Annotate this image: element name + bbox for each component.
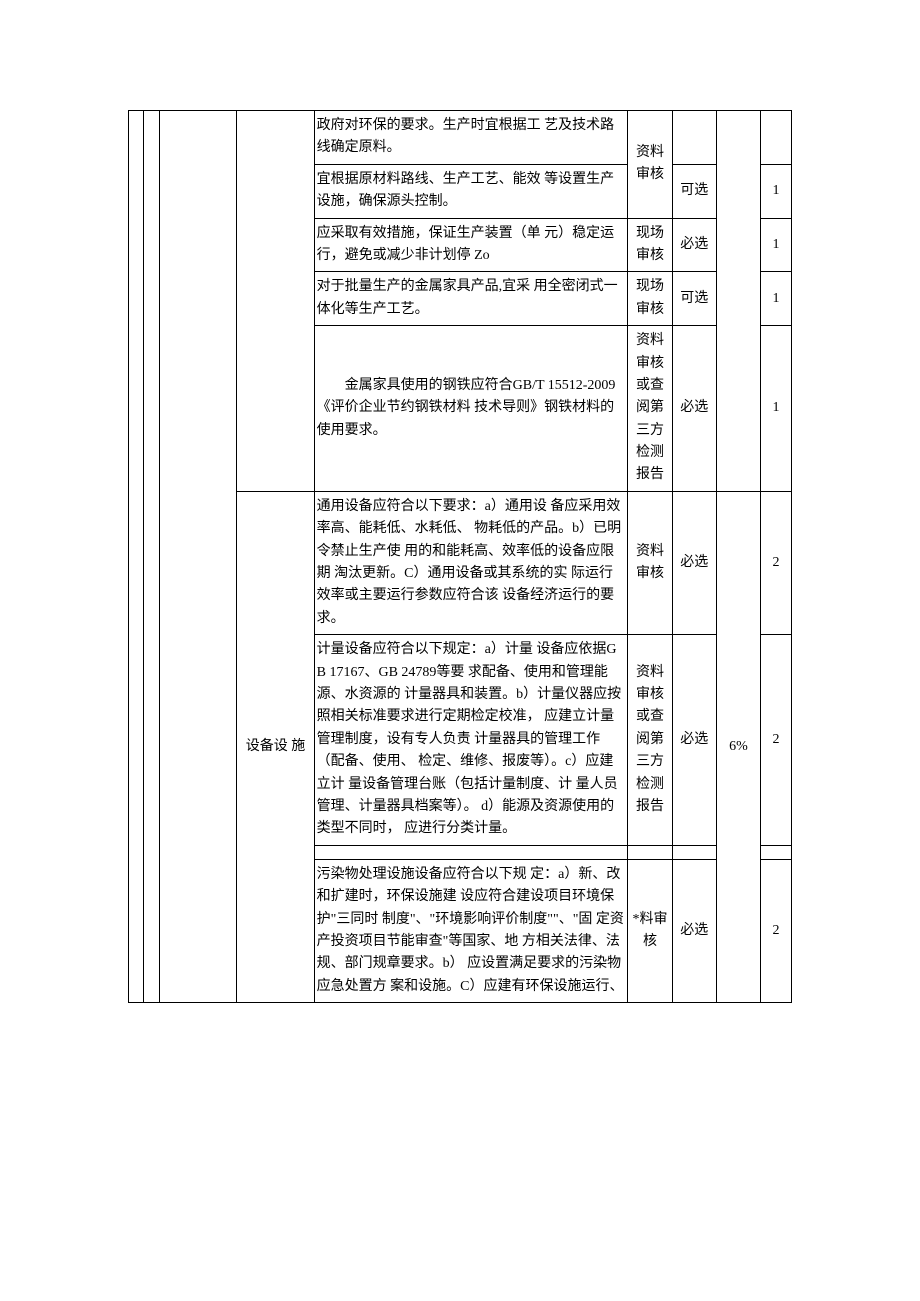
cell-method: 资料审核 [628, 111, 672, 219]
cell-cat-a [129, 111, 144, 1003]
cell-pct-top [716, 111, 760, 492]
cell-desc: 应采取有效措施，保证生产装置（单 元）稳定运行，避免或减少非计划停 Zo [314, 218, 628, 272]
cell-req [672, 111, 716, 165]
cell-score: 2 [761, 635, 792, 846]
cell-method-empty [628, 845, 672, 859]
cell-score: 1 [761, 164, 792, 218]
cell-desc: 通用设备应符合以下要求：a）通用设 备应采用效率高、能耗低、水耗低、 物耗低的产… [314, 491, 628, 634]
evaluation-table: 政府对环保的要求。生产时宜根据工 艺及技术路线确定原料。 资料审核 宜根据原材料… [128, 110, 792, 1003]
cell-method: 现场审核 [628, 272, 672, 326]
cell-score: 2 [761, 859, 792, 1002]
cell-section-top [237, 111, 314, 492]
cell-desc: 污染物处理设施设备应符合以下规 定：a）新、改和扩建时，环保设施建 设应符合建设… [314, 859, 628, 1002]
cell-req: 必选 [672, 326, 716, 492]
cell-score [761, 111, 792, 165]
table-row: 政府对环保的要求。生产时宜根据工 艺及技术路线确定原料。 资料审核 [129, 111, 792, 165]
cell-desc: 金属家具使用的钢铁应符合GB/T 15512-2009《评价企业节约钢铁材料 技… [314, 326, 628, 492]
cell-pct: 6% [716, 491, 760, 1002]
cell-desc-empty [314, 845, 628, 859]
cell-method: 资料审核或查阅第三方检测报告 [628, 326, 672, 492]
cell-desc: 对于批量生产的金属家具产品,宜采 用全密闭式一体化等生产工艺。 [314, 272, 628, 326]
cell-cat-c [159, 111, 236, 1003]
cell-cat-b [144, 111, 159, 1003]
cell-req: 必选 [672, 491, 716, 634]
cell-req: 可选 [672, 164, 716, 218]
cell-req: 必选 [672, 218, 716, 272]
cell-desc: 宜根据原材料路线、生产工艺、能效 等设置生产设施，确保源头控制。 [314, 164, 628, 218]
cell-req: 必选 [672, 859, 716, 1002]
cell-req: 必选 [672, 635, 716, 846]
cell-method: 资料审核 [628, 491, 672, 634]
cell-score: 1 [761, 326, 792, 492]
cell-desc: 计量设备应符合以下规定：a）计量 设备应依据GB 17167、GB 24789等… [314, 635, 628, 846]
cell-score: 1 [761, 272, 792, 326]
cell-score-empty [761, 845, 792, 859]
cell-method: 现场审核 [628, 218, 672, 272]
cell-req: 可选 [672, 272, 716, 326]
cell-score: 1 [761, 218, 792, 272]
cell-req-empty [672, 845, 716, 859]
cell-score: 2 [761, 491, 792, 634]
cell-method: 资料审核或查阅第三方检测报告 [628, 635, 672, 846]
cell-method: *料审核 [628, 859, 672, 1002]
cell-section: 设备设 施 [237, 491, 314, 1002]
cell-desc: 政府对环保的要求。生产时宜根据工 艺及技术路线确定原料。 [314, 111, 628, 165]
